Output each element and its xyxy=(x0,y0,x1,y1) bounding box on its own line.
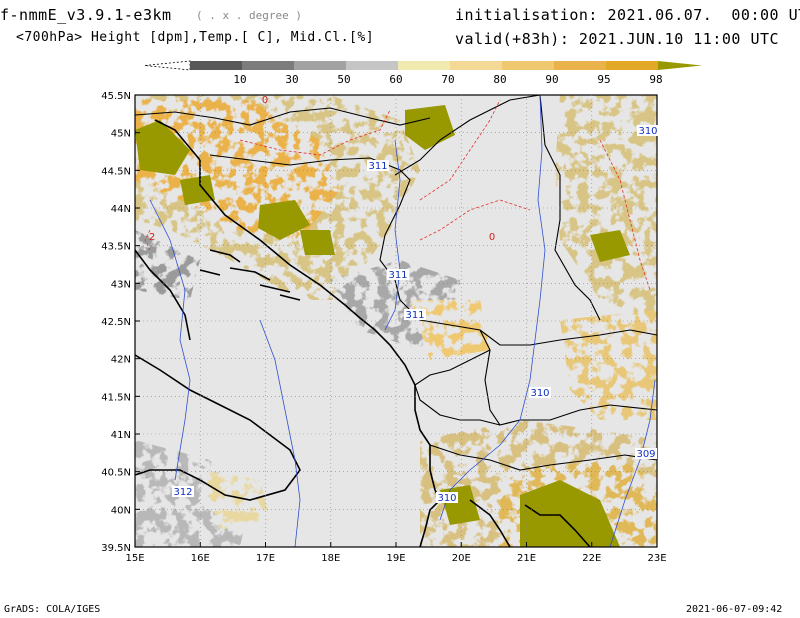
colorbar-swatch xyxy=(502,61,554,70)
temperature-label: 0 xyxy=(262,95,268,106)
height-label-bg xyxy=(172,486,194,497)
temperature-labels: 0 2 0 xyxy=(149,95,495,243)
height-label: 309 xyxy=(636,449,655,460)
footer-timestamp: 2021-06-07-09:42 xyxy=(686,604,783,615)
height-label-bg xyxy=(436,492,458,503)
longitude-label: 21E xyxy=(517,553,536,564)
longitude-label: 20E xyxy=(452,553,471,564)
height-label: 310 xyxy=(638,126,657,137)
latitude-label: 41N xyxy=(111,430,131,441)
temperature-label: 2 xyxy=(149,232,155,243)
colorbar-swatch xyxy=(346,61,398,70)
grid-spec: ( . x . degree ) xyxy=(196,9,302,22)
longitude-label: 18E xyxy=(321,553,340,564)
colorbar-label: 60 xyxy=(389,73,402,86)
latitude-label: 45.5N xyxy=(101,91,131,102)
colorbar-swatch xyxy=(398,61,450,70)
colorbar-swatch xyxy=(190,61,242,70)
latitude-label: 45N xyxy=(111,129,131,140)
latitude-label: 44N xyxy=(111,204,131,215)
longitude-label: 16E xyxy=(191,553,210,564)
field-subtitle: <700hPa> Height [dpm],Temp.[ C], Mid.Cl.… xyxy=(16,30,375,45)
model-title: f-nmmE_v3.9.1-e3km xyxy=(0,6,172,24)
longitude-label: 22E xyxy=(582,553,601,564)
height-label: 311 xyxy=(388,270,407,281)
longitude-label: 15E xyxy=(125,553,144,564)
height-contours xyxy=(149,95,656,547)
latitude-label: 44.5N xyxy=(101,166,131,177)
longitude-label: 23E xyxy=(647,553,666,564)
height-label: 310 xyxy=(437,493,456,504)
latitude-label: 39.5N xyxy=(101,543,131,554)
colorbar-label: 70 xyxy=(441,73,454,86)
latitude-label: 41.5N xyxy=(101,392,131,403)
height-label: 311 xyxy=(368,161,387,172)
colorbar-swatch xyxy=(294,61,346,70)
height-label-bg xyxy=(529,387,551,398)
valid-time: valid(+83h): 2021.JUN.10 11:00 UTC xyxy=(455,30,780,48)
height-labels: 311 311 311 310 312 310 309 310 xyxy=(172,125,659,504)
colorbar-swatch xyxy=(450,61,502,70)
colorbar-tail-right xyxy=(658,61,702,70)
height-label-bg xyxy=(404,309,426,320)
height-label: 312 xyxy=(173,487,192,498)
longitude-labels: 15E 16E 17E 18E 19E 20E 21E 22E 23E xyxy=(125,542,667,564)
colorbar-swatch xyxy=(606,61,658,70)
colorbar-label: 30 xyxy=(285,73,298,86)
latitude-label: 43.5N xyxy=(101,242,131,253)
latitude-label: 43N xyxy=(111,279,131,290)
colorbar-label: 80 xyxy=(493,73,506,86)
footer-credit: GrADS: COLA/IGES xyxy=(4,604,101,615)
latitude-label: 42.5N xyxy=(101,317,131,328)
longitude-label: 17E xyxy=(256,553,275,564)
temperature-label: 0 xyxy=(489,232,495,243)
height-label-bg xyxy=(635,448,657,459)
latitude-label: 40N xyxy=(111,505,131,516)
temperature-contours xyxy=(144,99,651,291)
latitude-label: 40.5N xyxy=(101,468,131,479)
height-label-bg xyxy=(367,160,389,171)
colorbar-label: 98 xyxy=(649,73,662,86)
colorbar-label: 90 xyxy=(545,73,558,86)
colorbar-swatch xyxy=(242,61,294,70)
height-label-bg xyxy=(387,269,409,280)
colorbar-label: 10 xyxy=(233,73,246,86)
longitude-label: 19E xyxy=(386,553,405,564)
latitude-label: 42N xyxy=(111,355,131,366)
colorbar-label: 50 xyxy=(337,73,350,86)
colorbar: 10 30 50 60 70 80 90 95 98 xyxy=(144,60,702,86)
cloud-cover-field xyxy=(135,95,657,547)
colorbar-label: 95 xyxy=(597,73,610,86)
height-label: 311 xyxy=(405,310,424,321)
colorbar-swatch xyxy=(554,61,606,70)
latitude-labels: 45.5N 45N 44.5N 44N 43.5N 43N 42.5N 42N 41.5N 41N… xyxy=(101,91,140,554)
height-label: 310 xyxy=(530,388,549,399)
height-label-bg xyxy=(637,125,659,136)
graticule xyxy=(135,95,657,547)
init-time: initialisation: 2021.06.07. 00:00 UTC xyxy=(455,6,800,24)
